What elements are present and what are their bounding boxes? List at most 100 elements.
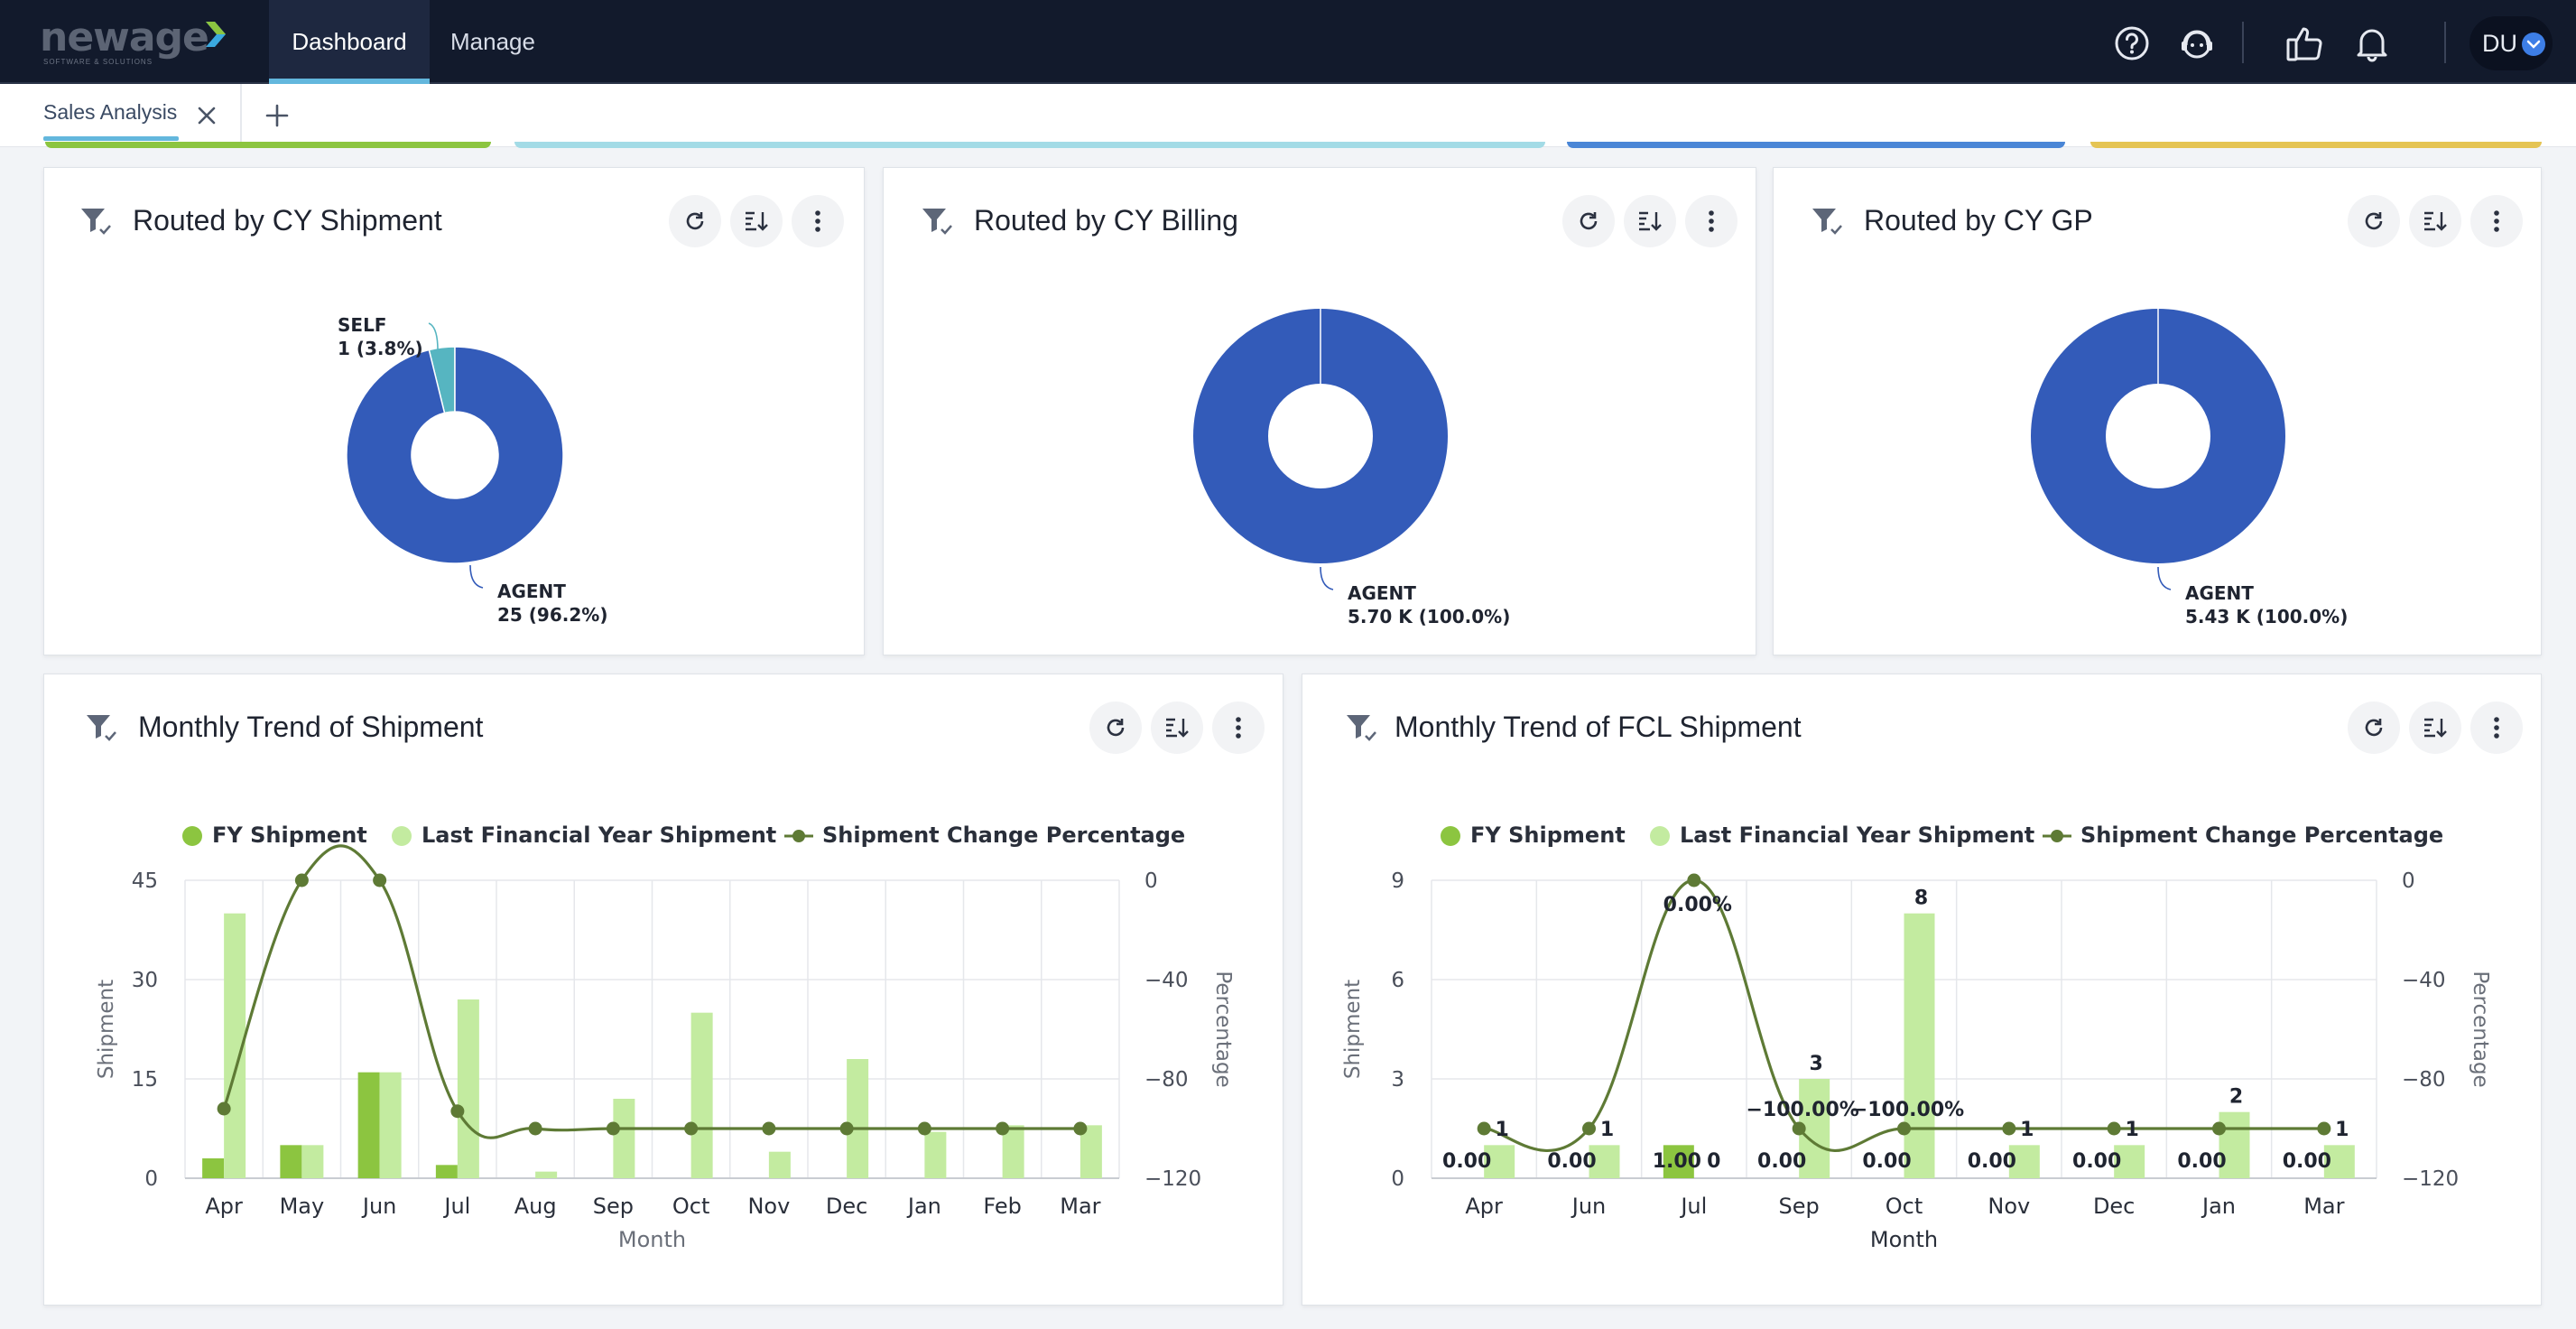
data-label-fy: 0.00	[1757, 1150, 1806, 1173]
close-icon[interactable]	[193, 102, 220, 129]
x-tick-label: Jan	[906, 1194, 941, 1219]
kpi-card-edge	[1567, 142, 2065, 148]
more-options-button[interactable]	[792, 195, 844, 247]
bar-last-fy-shipment	[690, 1012, 713, 1178]
refresh-icon	[686, 212, 704, 230]
bar-last-fy-shipment	[1484, 1145, 1515, 1178]
filter-icon[interactable]	[1810, 204, 1844, 238]
filter-icon[interactable]	[920, 204, 954, 238]
support-agent-icon[interactable]	[2177, 23, 2217, 63]
x-tick-label: Nov	[747, 1194, 790, 1219]
active-tab-indicator	[43, 136, 179, 141]
line-point	[762, 1121, 776, 1136]
data-label-last-fy: 3	[1810, 1053, 1823, 1075]
user-menu[interactable]: DU	[2469, 16, 2553, 70]
refresh-button[interactable]	[2348, 195, 2400, 247]
more-options-button[interactable]	[2470, 702, 2523, 754]
pie-label: SELF	[338, 314, 386, 336]
label-leader-line	[469, 564, 484, 589]
y2-axis-title: Percentage	[1211, 971, 1235, 1087]
line-point	[2002, 1121, 2016, 1136]
more-options-button[interactable]	[1685, 195, 1737, 247]
refresh-button[interactable]	[1089, 702, 1142, 754]
nav-divider	[2444, 22, 2446, 63]
sort-button[interactable]	[2409, 702, 2461, 754]
sort-button[interactable]	[730, 195, 783, 247]
refresh-icon	[1107, 719, 1125, 737]
filter-icon[interactable]	[1344, 711, 1378, 745]
logo-wordmark: newage	[40, 14, 209, 60]
label-leader-line	[1320, 566, 1334, 590]
filter-icon[interactable]	[84, 711, 118, 745]
data-label-fy: 0.00	[1968, 1150, 2016, 1173]
thumbs-up-icon[interactable]	[2285, 23, 2325, 63]
line-point	[373, 873, 387, 888]
legend-label: FY Shipment	[1470, 822, 1626, 848]
tab-divider	[240, 84, 242, 147]
bar-fy-shipment	[280, 1145, 302, 1178]
refresh-button[interactable]	[669, 195, 721, 247]
newage-logo[interactable]: newage SOFTWARE & SOLUTIONS	[40, 14, 229, 66]
add-tab-icon[interactable]	[260, 98, 294, 133]
more-vertical-icon	[1236, 717, 1241, 739]
bar-fy-shipment	[1663, 1145, 1694, 1178]
legend-label: Last Financial Year Shipment	[422, 822, 776, 848]
y2-tick-label: 0	[1144, 869, 1158, 893]
line-point	[2212, 1121, 2226, 1136]
tab-sales-analysis[interactable]: Sales Analysis	[43, 100, 178, 124]
x-tick-label: Nov	[1988, 1194, 2030, 1219]
combo-chart: FY Shipment Last Financial Year Shipment S…	[95, 822, 1235, 1252]
x-axis-title: Month	[618, 1227, 686, 1252]
y2-tick-label: −80	[2402, 1068, 2446, 1092]
more-options-button[interactable]	[2470, 195, 2523, 247]
data-label-fy: 0.00	[1547, 1150, 1596, 1173]
bar-fy-shipment	[202, 1158, 225, 1178]
y-tick-label: 0	[1391, 1167, 1404, 1191]
refresh-button[interactable]	[2348, 702, 2400, 754]
x-tick-label: Jun	[361, 1194, 397, 1219]
x-tick-label: Mar	[1060, 1194, 1100, 1219]
legend-marker-last-fy	[1650, 826, 1670, 846]
refresh-icon	[2365, 719, 2383, 737]
y-tick-label: 45	[132, 869, 158, 893]
sort-button[interactable]	[1624, 195, 1676, 247]
sort-button[interactable]	[2409, 195, 2461, 247]
sort-button[interactable]	[1151, 702, 1203, 754]
bar-last-fy-shipment	[2008, 1145, 2040, 1178]
legend-label: Shipment Change Percentage	[822, 822, 1185, 848]
y-tick-label: 3	[1391, 1068, 1404, 1092]
line-point	[294, 873, 309, 888]
line-point	[1792, 1121, 1806, 1136]
y2-tick-label: 0	[2402, 869, 2415, 893]
x-tick-label: Jul	[442, 1194, 470, 1219]
label-leader-line	[428, 322, 439, 351]
refresh-button[interactable]	[1562, 195, 1615, 247]
x-tick-label: Sep	[593, 1194, 634, 1219]
line-point	[528, 1121, 542, 1136]
x-tick-label: Apr	[1465, 1194, 1503, 1219]
bell-icon[interactable]	[2352, 23, 2392, 63]
data-label-last-fy: 1	[1600, 1119, 1614, 1141]
pie-value-label: 5.43 K (100.0%)	[2185, 606, 2348, 627]
nav-tab-dashboard[interactable]: Dashboard	[269, 0, 430, 84]
sort-icon	[1166, 718, 1189, 738]
line-point	[450, 1104, 465, 1119]
filter-icon[interactable]	[79, 204, 113, 238]
data-label-percentage: −100.00%	[1746, 1099, 1858, 1121]
combo-chart: FY Shipment Last Financial Year Shipment S…	[1341, 822, 2492, 1252]
legend-marker-fy	[1441, 826, 1460, 846]
more-vertical-icon	[2494, 210, 2499, 232]
more-vertical-icon	[815, 210, 820, 232]
dashboard-tab-bar: Sales Analysis	[0, 84, 2576, 147]
nav-tab-manage[interactable]: Manage	[450, 28, 535, 55]
help-icon[interactable]	[2112, 23, 2152, 63]
x-tick-label: Oct	[672, 1194, 710, 1219]
data-label-last-fy: 8	[1914, 888, 1928, 910]
card-title: Routed by CY Shipment	[133, 204, 442, 237]
x-tick-label: Dec	[2093, 1194, 2135, 1219]
bar-last-fy-shipment	[924, 1131, 947, 1178]
line-point	[839, 1121, 854, 1136]
more-options-button[interactable]	[1212, 702, 1265, 754]
more-vertical-icon	[2494, 717, 2499, 739]
more-vertical-icon	[1709, 210, 1714, 232]
